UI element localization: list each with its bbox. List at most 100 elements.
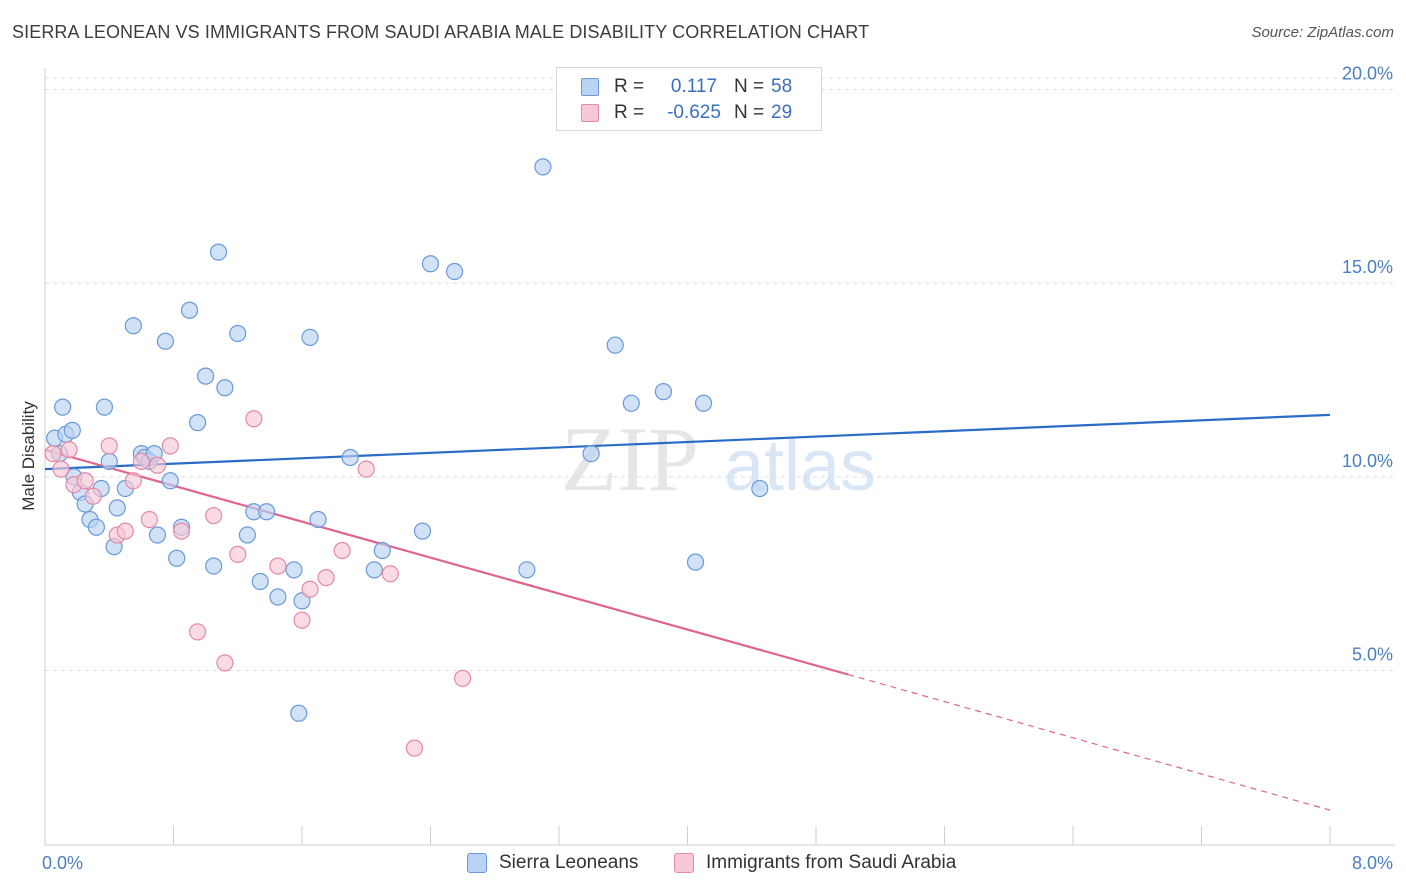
sierra-leoneans-point	[108, 499, 126, 517]
saudi-arabia-point	[205, 507, 223, 525]
chart-title: SIERRA LEONEAN VS IMMIGRANTS FROM SAUDI …	[12, 22, 870, 42]
saudi-arabia-point	[76, 472, 94, 490]
sierra-leoneans-point	[309, 510, 327, 529]
sierra-leoneans-point	[421, 255, 440, 273]
sierra-leoneans-point	[54, 398, 72, 416]
legend-r-value: -0.625	[667, 102, 721, 123]
sierra-leoneans-point	[156, 332, 175, 350]
sierra-leoneans-point	[518, 561, 536, 579]
tick-labels: 5.0% 10.0% 15.0% 20.0% 0.0% 8.0%	[42, 63, 1393, 873]
y-tick-label: 15.0%	[1342, 257, 1393, 277]
saudi-arabia-point	[124, 472, 142, 490]
sierra-leoneans-point	[413, 522, 432, 540]
saudi-arabia-point	[52, 460, 70, 478]
saudi-arabia-point	[116, 522, 134, 540]
sierra-leoneans-point	[168, 549, 186, 567]
saudi-arabia-point	[229, 545, 247, 563]
sierra-leoneans-point	[285, 561, 303, 579]
saudi-arabia-point	[148, 456, 167, 474]
sierra-leoneans-point	[124, 317, 142, 335]
sierra-leoneans-point	[258, 503, 276, 521]
sierra-leoneans-point	[63, 421, 81, 439]
saudi-arabia-point	[293, 611, 311, 629]
sierra-leoneans-point	[197, 367, 215, 385]
sierra-leoneans-point	[654, 383, 673, 401]
sierra-leoneans-point	[694, 394, 713, 412]
saudi-arabia-point	[161, 437, 179, 455]
sierra-leoneans-point	[205, 557, 223, 575]
sierra-leoneans-point	[582, 445, 600, 463]
saudi-arabia-point	[172, 522, 191, 540]
sierra-leoneans-point	[209, 243, 228, 261]
saudi-arabia-point	[333, 541, 351, 560]
y-tick-label: 20.0%	[1342, 63, 1393, 83]
x-tick-label: 0.0%	[42, 853, 83, 873]
sierra-leoneans-point	[686, 553, 705, 571]
saudi-arabia-point	[454, 669, 472, 687]
saudi-arabia-point	[381, 565, 399, 583]
sierra-leoneans-point	[365, 561, 383, 579]
sierra-leoneans-point	[188, 414, 207, 432]
legend-n-value: 58	[771, 76, 793, 97]
legend-r-label: R =	[614, 102, 645, 123]
sierra-leoneans-point	[269, 588, 287, 606]
saudi-arabia-point	[405, 739, 424, 757]
saudi-arabia-trendline	[44, 448, 849, 676]
sierra-leoneans-trendline	[44, 413, 1331, 471]
sierra-leoneans-point	[229, 324, 247, 343]
y-tick-label: 5.0%	[1352, 645, 1393, 665]
sierra-leoneans-point	[87, 518, 106, 536]
sierra-leoneans-point	[606, 336, 624, 354]
legend-swatch-pink	[581, 104, 599, 122]
axes	[44, 68, 1395, 846]
saudi-arabia-point	[60, 441, 78, 459]
saudi-arabia-point	[100, 437, 118, 455]
watermark-zip: ZIP	[561, 408, 699, 510]
y-tick-label: 10.0%	[1342, 451, 1393, 471]
grid-lines	[45, 77, 1395, 672]
data-points	[44, 158, 769, 757]
saudi-arabia-point	[269, 557, 287, 575]
saudi-arabia-point	[357, 460, 375, 478]
sierra-leoneans-point	[290, 704, 308, 722]
legend-swatch-blue	[581, 78, 599, 96]
saudi-arabia-trendline-extension	[847, 673, 1331, 811]
legend-r-label: R =	[614, 76, 645, 97]
saudi-arabia-point	[245, 410, 263, 428]
saudi-arabia-point	[140, 510, 159, 529]
sierra-leoneans-point	[95, 398, 114, 416]
sierra-leoneans-point	[180, 301, 199, 319]
series-legend: Sierra Leoneans Immigrants from Saudi Ar…	[0, 852, 1406, 878]
sierra-leoneans-point	[751, 479, 769, 498]
saudi-arabia-point	[188, 623, 207, 641]
sierra-leoneans-point	[161, 472, 179, 490]
legend-swatch-pink	[674, 853, 694, 873]
correlation-legend: R = 0.117 N = 58 R = -0.625 N = 29	[556, 67, 822, 131]
saudi-arabia-point	[216, 654, 234, 672]
saudi-arabia-point	[301, 580, 319, 598]
sierra-leoneans-point	[293, 592, 311, 610]
sierra-leoneans-point	[148, 526, 167, 544]
legend-label: Immigrants from Saudi Arabia	[706, 852, 957, 873]
trend-lines	[44, 413, 1331, 811]
sierra-leoneans-point	[251, 572, 269, 591]
saudi-arabia-point	[44, 445, 62, 463]
legend-r-value: 0.117	[670, 76, 718, 97]
sierra-leoneans-point	[341, 448, 359, 467]
sierra-leoneans-point	[373, 541, 391, 560]
sierra-leoneans-point	[100, 452, 118, 470]
sierra-leoneans-point	[534, 158, 552, 176]
legend-label: Sierra Leoneans	[499, 852, 639, 873]
y-axis-label: Male Disability	[19, 401, 38, 511]
sierra-leoneans-point	[445, 262, 464, 281]
legend-swatch-blue	[467, 853, 487, 873]
saudi-arabia-point	[132, 452, 150, 470]
sierra-leoneans-point	[238, 526, 256, 544]
sierra-leoneans-point	[301, 328, 319, 346]
sierra-leoneans-point	[216, 379, 234, 397]
x-tick-label: 8.0%	[1352, 853, 1393, 873]
saudi-arabia-point	[84, 487, 102, 505]
sierra-leoneans-point	[622, 394, 640, 412]
legend-n-label: N =	[734, 76, 765, 97]
